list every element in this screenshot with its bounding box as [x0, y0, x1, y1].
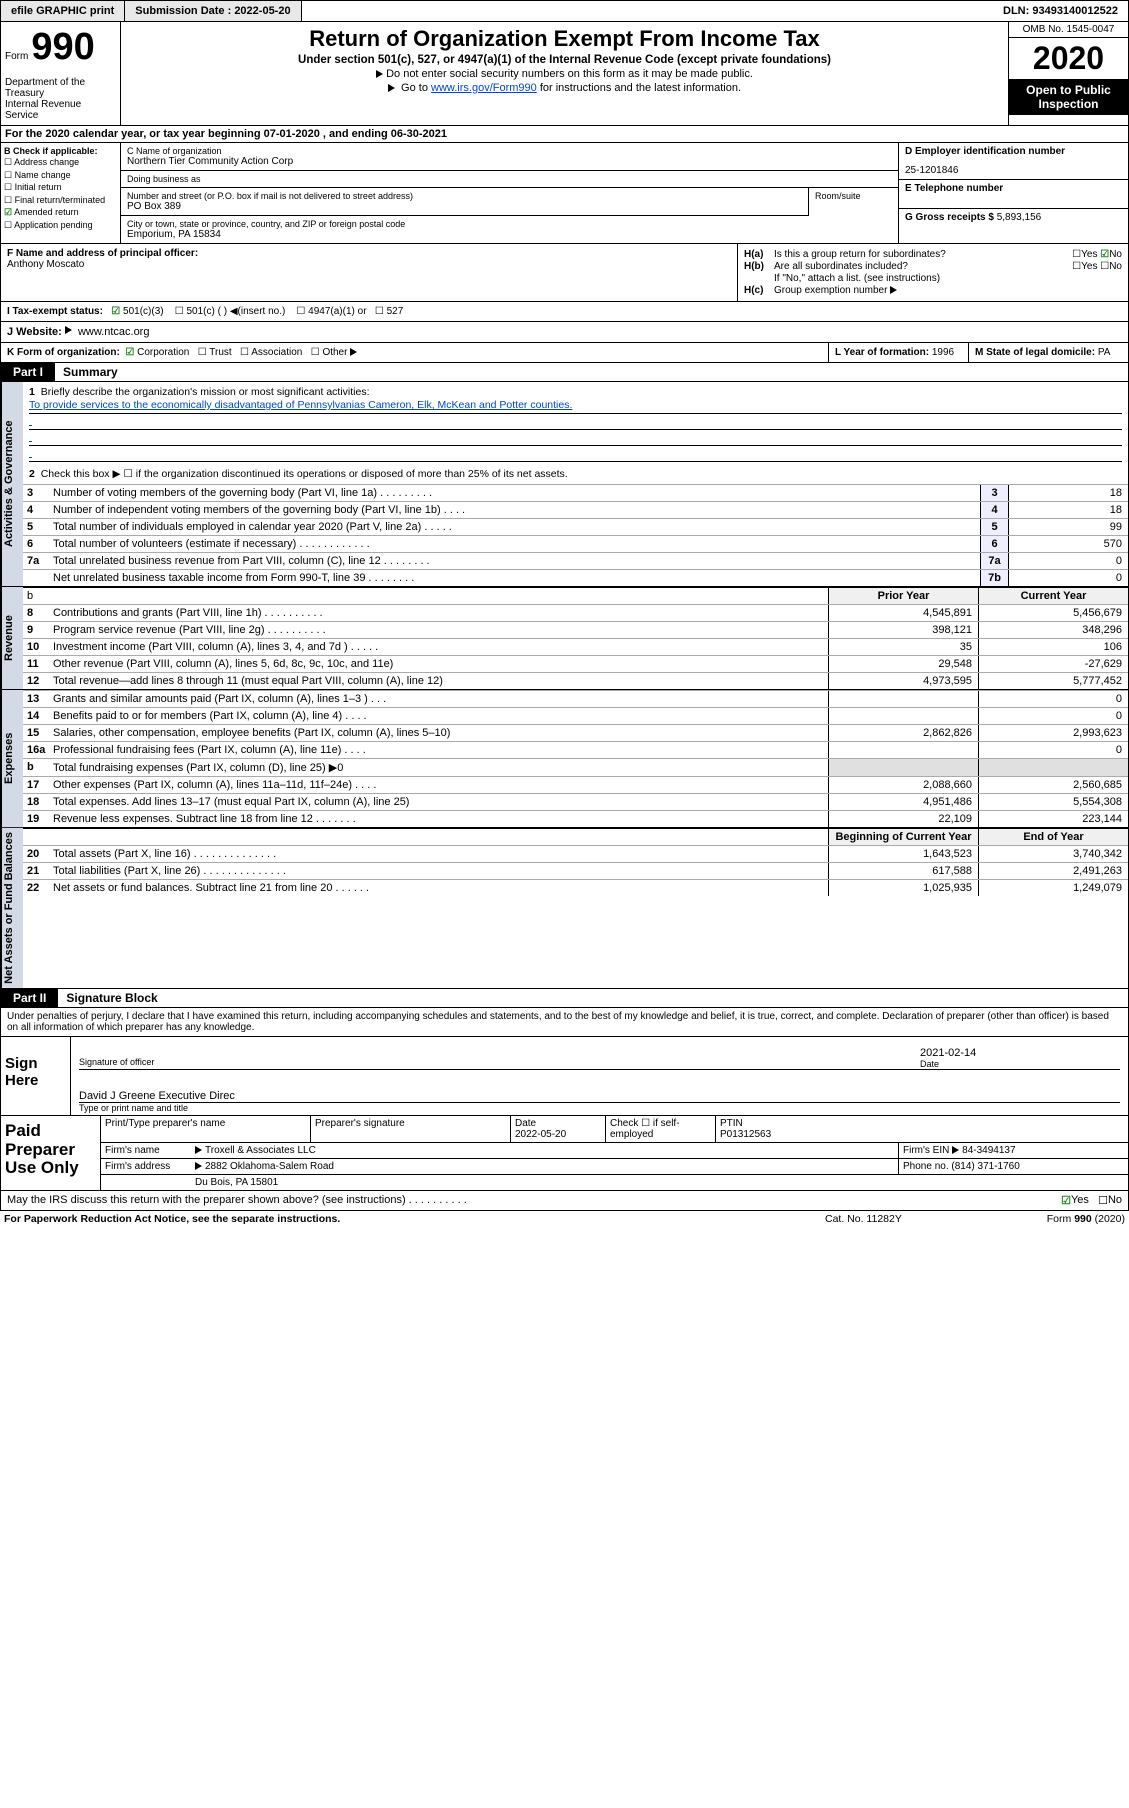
- section-k: K Form of organization: ☑ Corporation ☐ …: [0, 343, 1129, 363]
- section-c: C Name of organization Northern Tier Com…: [121, 143, 898, 243]
- summary-row: Net unrelated business taxable income fr…: [23, 569, 1128, 586]
- form-note-link: Go to www.irs.gov/Form990 for instructio…: [125, 82, 1004, 94]
- phone: [905, 194, 1122, 205]
- efile-button[interactable]: efile GRAPHIC print: [1, 1, 125, 21]
- financial-row: 12Total revenue—add lines 8 through 11 (…: [23, 672, 1128, 689]
- summary-row: 6Total number of volunteers (estimate if…: [23, 535, 1128, 552]
- public-inspection: Open to Public Inspection: [1009, 79, 1128, 115]
- form-subtitle: Under section 501(c), 527, or 4947(a)(1)…: [125, 54, 1004, 66]
- website-link[interactable]: www.ntcac.org: [78, 326, 150, 338]
- ptin: P01312563: [720, 1129, 1124, 1140]
- state-domicile: PA: [1098, 347, 1111, 358]
- line-a-period: For the 2020 calendar year, or tax year …: [0, 126, 1129, 143]
- financial-row: 11Other revenue (Part VIII, column (A), …: [23, 655, 1128, 672]
- part-2-header: Part II Signature Block: [0, 989, 1129, 1008]
- form-title: Return of Organization Exempt From Incom…: [125, 26, 1004, 52]
- financial-row: 14Benefits paid to or for members (Part …: [23, 707, 1128, 724]
- financial-row: 18Total expenses. Add lines 13–17 (must …: [23, 793, 1128, 810]
- part-1-header: Part I Summary: [0, 363, 1129, 382]
- tab-governance: Activities & Governance: [1, 382, 23, 586]
- financial-row: 16aProfessional fundraising fees (Part I…: [23, 741, 1128, 758]
- summary-row: 3Number of voting members of the governi…: [23, 484, 1128, 501]
- top-bar: efile GRAPHIC print Submission Date : 20…: [0, 0, 1129, 22]
- financial-row: 19Revenue less expenses. Subtract line 1…: [23, 810, 1128, 827]
- prep-date: 2022-05-20: [515, 1129, 601, 1140]
- firm-name: Troxell & Associates LLC: [205, 1145, 316, 1156]
- ein: 25-1201846: [905, 165, 1122, 176]
- financial-row: 10Investment income (Part VIII, column (…: [23, 638, 1128, 655]
- city-zip: Emporium, PA 15834: [127, 229, 892, 240]
- sign-here-label: Sign Here: [1, 1037, 71, 1115]
- financial-row: 20Total assets (Part X, line 16) . . . .…: [23, 845, 1128, 862]
- financial-row: 15Salaries, other compensation, employee…: [23, 724, 1128, 741]
- firm-addr1: 2882 Oklahoma-Salem Road: [205, 1161, 334, 1172]
- section-h: H(a) Is this a group return for subordin…: [738, 244, 1128, 301]
- financial-row: bTotal fundraising expenses (Part IX, co…: [23, 758, 1128, 776]
- irs-link[interactable]: www.irs.gov/Form990: [431, 82, 537, 94]
- dept-treasury: Department of the Treasury Internal Reve…: [5, 77, 116, 121]
- summary-row: 7aTotal unrelated business revenue from …: [23, 552, 1128, 569]
- submission-date: Submission Date : 2022-05-20: [125, 1, 301, 21]
- sig-date: 2021-02-14: [920, 1047, 1120, 1059]
- perjury-statement: Under penalties of perjury, I declare th…: [1, 1008, 1128, 1036]
- section-i: I Tax-exempt status: ☑ 501(c)(3) ☐ 501(c…: [0, 302, 1129, 322]
- form-label: Form: [5, 51, 28, 62]
- financial-row: 17Other expenses (Part IX, column (A), l…: [23, 776, 1128, 793]
- firm-ein: 84-3494137: [962, 1145, 1015, 1156]
- section-f: F Name and address of principal officer:…: [1, 244, 738, 301]
- financial-row: 22Net assets or fund balances. Subtract …: [23, 879, 1128, 896]
- firm-addr2: Du Bois, PA 15801: [191, 1175, 1128, 1190]
- irs-discuss: May the IRS discuss this return with the…: [0, 1191, 1129, 1211]
- form-header: Form 990 Department of the Treasury Inte…: [0, 22, 1129, 126]
- summary-row: 5Total number of individuals employed in…: [23, 518, 1128, 535]
- room-suite-label: Room/suite: [808, 188, 898, 216]
- street-address: PO Box 389: [127, 201, 802, 212]
- tab-expenses: Expenses: [1, 690, 23, 827]
- form-number: 990: [31, 26, 94, 68]
- section-j: J Website: www.ntcac.org: [0, 322, 1129, 343]
- tab-revenue: Revenue: [1, 587, 23, 689]
- mission-text: To provide services to the economically …: [29, 398, 1122, 414]
- summary-row: 4Number of independent voting members of…: [23, 501, 1128, 518]
- paid-preparer-label: Paid Preparer Use Only: [1, 1116, 101, 1190]
- tab-balances: Net Assets or Fund Balances: [1, 828, 23, 988]
- year-formation: 1996: [932, 347, 954, 358]
- omb-number: OMB No. 1545-0047: [1009, 22, 1128, 38]
- officer-name-title: David J Greene Executive Direc: [79, 1090, 235, 1102]
- gross-receipts: 5,893,156: [997, 212, 1042, 223]
- section-d: D Employer identification number 25-1201…: [898, 143, 1128, 243]
- firm-phone: (814) 371-1760: [951, 1161, 1019, 1172]
- financial-row: 9Program service revenue (Part VIII, lin…: [23, 621, 1128, 638]
- principal-officer: Anthony Moscato: [7, 259, 731, 270]
- dln: DLN: 93493140012522: [993, 1, 1128, 21]
- financial-row: 21Total liabilities (Part X, line 26) . …: [23, 862, 1128, 879]
- form-note-ssn: Do not enter social security numbers on …: [125, 68, 1004, 80]
- org-name: Northern Tier Community Action Corp: [127, 156, 892, 167]
- tax-year: 2020: [1009, 38, 1128, 79]
- financial-row: 8Contributions and grants (Part VIII, li…: [23, 604, 1128, 621]
- financial-row: 13Grants and similar amounts paid (Part …: [23, 690, 1128, 707]
- section-b: B Check if applicable: ☐ Address change …: [1, 143, 121, 243]
- page-footer: For Paperwork Reduction Act Notice, see …: [0, 1211, 1129, 1227]
